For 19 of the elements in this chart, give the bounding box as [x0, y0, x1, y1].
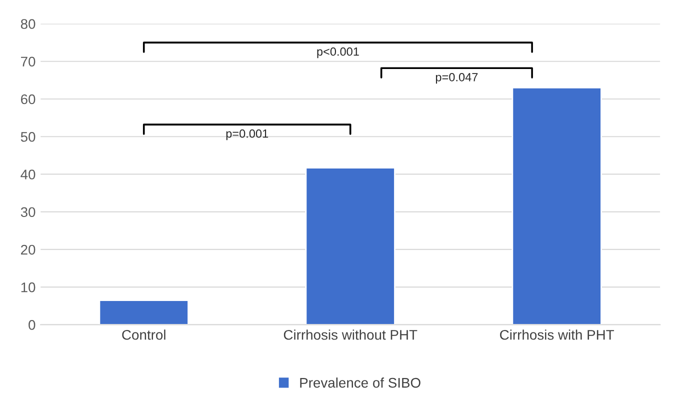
annotation: p=0.047 [436, 72, 478, 84]
bar [512, 87, 602, 325]
annotation: p=0.001 [226, 129, 268, 140]
y-tick-label: 60 [21, 94, 36, 104]
y-tick-label: 30 [20, 207, 36, 218]
y-tick-label: 20 [21, 244, 36, 255]
y-tick-label: 10 [21, 282, 36, 292]
x-tick-label: Control [122, 330, 166, 340]
bar [305, 167, 396, 325]
y-tick-label: 50 [20, 132, 36, 142]
y-tick-label: 0 [28, 320, 36, 330]
y-tick-label: 80 [20, 19, 36, 29]
y-tick-label: 40 [20, 170, 36, 180]
x-tick-label: Cirrhosis without PHT [284, 330, 418, 340]
y-tick-label: 70 [21, 56, 36, 67]
bar [98, 300, 189, 325]
x-tick-label: Cirrhosis with PHT [500, 330, 614, 340]
annotation: p<0.001 [317, 47, 359, 58]
legend-label: Prevalence of SIBO [300, 378, 420, 388]
